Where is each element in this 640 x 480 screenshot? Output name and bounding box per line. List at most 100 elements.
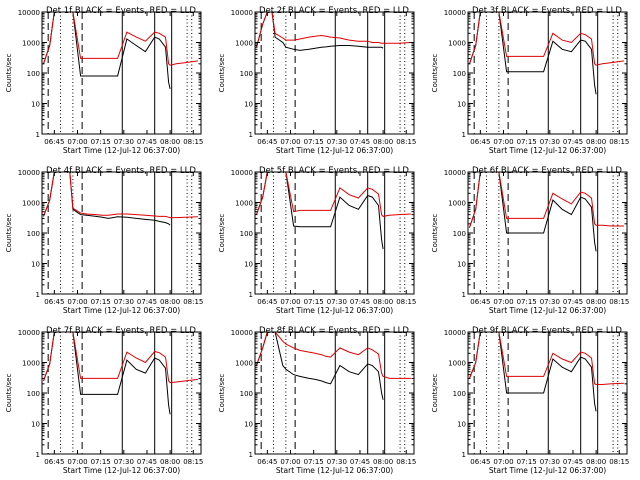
y-tick-label: 1000 [448, 40, 466, 48]
y-tick-label: 10000 [444, 169, 466, 177]
x-axis-label: Start Time (12-Jul-12 06:37:00) [276, 146, 393, 155]
plot-frame [41, 171, 202, 295]
x-tick-label: 07:15 [91, 138, 111, 146]
y-tick-label: 1000 [22, 40, 40, 48]
plot-frame [254, 11, 415, 135]
chart-panel-9: 06:45 07:00 07:15 07:30 07:45 08:00 08:15 1 10 10… [431, 326, 629, 475]
y-tick-label: 1 [249, 291, 253, 299]
x-tick-label: 07:15 [304, 458, 324, 466]
x-tick-label: 07:15 [517, 138, 537, 146]
series-line-events [256, 172, 384, 249]
chart-title: Det 1f BLACK = Events, RED = LLD [46, 6, 196, 16]
x-tick-label: 08:00 [373, 138, 393, 146]
y-tick-label: 10 [244, 261, 253, 269]
x-tick-label: 08:00 [586, 458, 606, 466]
x-tick-label: 08:00 [373, 458, 393, 466]
y-tick-label: 1 [249, 131, 253, 139]
x-tick-label: 08:15 [396, 138, 416, 146]
x-tick-label: 08:00 [160, 458, 180, 466]
x-tick-label: 07:45 [350, 138, 370, 146]
y-tick-label: 1000 [22, 200, 40, 208]
series-line-lld [256, 332, 411, 379]
plot-frame [467, 171, 628, 295]
series-line-events [469, 172, 597, 252]
x-tick-label: 08:00 [586, 138, 606, 146]
plot-frame [41, 331, 202, 455]
chart-title: Det 8f BLACK = Events, RED = LLD [259, 326, 409, 336]
y-axis-label: Counts/sec [5, 214, 13, 253]
x-tick-label: 07:00 [67, 298, 87, 306]
x-tick-label: 06:45 [257, 138, 277, 146]
y-tick-label: 10000 [444, 9, 466, 17]
y-tick-label: 100 [453, 230, 466, 238]
y-tick-label: 10 [457, 101, 466, 109]
x-tick-label: 06:45 [257, 458, 277, 466]
y-tick-label: 100 [453, 70, 466, 78]
x-tick-label: 06:45 [470, 298, 490, 306]
series-line-events [256, 12, 384, 51]
series-line-events [256, 332, 384, 400]
x-tick-label: 07:30 [327, 298, 347, 306]
x-tick-label: 08:15 [609, 458, 629, 466]
chart-panel-6: 06:45 07:00 07:15 07:30 07:45 08:00 08:15 1 10 10… [431, 166, 629, 315]
y-tick-label: 10000 [444, 329, 466, 337]
chart-title: Det 5f BLACK = Events, RED = LLD [259, 166, 409, 176]
y-tick-label: 100 [453, 390, 466, 398]
y-tick-label: 100 [27, 70, 40, 78]
y-tick-label: 1 [36, 291, 40, 299]
y-tick-label: 10000 [231, 169, 253, 177]
x-tick-label: 08:15 [609, 138, 629, 146]
x-tick-label: 08:15 [396, 298, 416, 306]
y-tick-label: 1 [36, 131, 40, 139]
x-tick-label: 06:45 [257, 298, 277, 306]
x-tick-label: 08:15 [183, 458, 203, 466]
x-tick-label: 07:30 [327, 458, 347, 466]
series-line-lld [256, 172, 411, 217]
x-axis-label: Start Time (12-Jul-12 06:37:00) [276, 466, 393, 475]
chart-panel-7: 06:45 07:00 07:15 07:30 07:45 08:00 08:15 1 10 10… [5, 326, 203, 475]
y-tick-label: 1 [249, 451, 253, 459]
x-axis-label: Start Time (12-Jul-12 06:37:00) [63, 306, 180, 315]
x-tick-label: 07:30 [540, 138, 560, 146]
x-tick-label: 07:45 [563, 458, 583, 466]
x-tick-label: 07:45 [563, 298, 583, 306]
x-tick-label: 07:45 [137, 458, 157, 466]
x-tick-label: 07:45 [350, 458, 370, 466]
y-tick-label: 100 [240, 70, 253, 78]
y-tick-label: 10 [31, 261, 40, 269]
series-line-lld [256, 12, 411, 48]
x-tick-label: 07:15 [304, 298, 324, 306]
y-tick-label: 100 [27, 390, 40, 398]
y-tick-label: 1 [462, 451, 466, 459]
y-tick-label: 1000 [235, 360, 253, 368]
y-tick-label: 1000 [448, 200, 466, 208]
y-tick-label: 100 [240, 390, 253, 398]
chart-title: Det 7f BLACK = Events, RED = LLD [46, 326, 196, 336]
y-tick-label: 10 [457, 261, 466, 269]
plot-frame [467, 331, 628, 455]
y-axis-label: Counts/sec [431, 54, 439, 93]
x-axis-label: Start Time (12-Jul-12 06:37:00) [489, 466, 606, 475]
x-tick-label: 06:45 [470, 458, 490, 466]
chart-panel-8: 06:45 07:00 07:15 07:30 07:45 08:00 08:15 1 10 10… [218, 326, 416, 475]
x-tick-label: 07:00 [67, 138, 87, 146]
series-line-lld [43, 12, 198, 66]
x-tick-label: 08:15 [396, 458, 416, 466]
x-axis-label: Start Time (12-Jul-12 06:37:00) [63, 146, 180, 155]
x-tick-label: 07:45 [137, 138, 157, 146]
y-tick-label: 100 [240, 230, 253, 238]
series-line-events [43, 12, 171, 90]
x-tick-label: 07:30 [327, 138, 347, 146]
y-tick-label: 1 [462, 291, 466, 299]
y-tick-label: 10 [31, 101, 40, 109]
chart-title: Det 9f BLACK = Events, RED = LLD [472, 326, 622, 336]
series-line-lld [469, 12, 624, 66]
y-tick-label: 10000 [18, 9, 40, 17]
y-tick-label: 100 [27, 230, 40, 238]
series-line-events [469, 332, 597, 412]
x-tick-label: 07:30 [114, 458, 134, 466]
plot-frame [41, 11, 202, 135]
y-tick-label: 10 [244, 101, 253, 109]
y-tick-label: 1000 [22, 360, 40, 368]
y-tick-label: 1 [462, 131, 466, 139]
